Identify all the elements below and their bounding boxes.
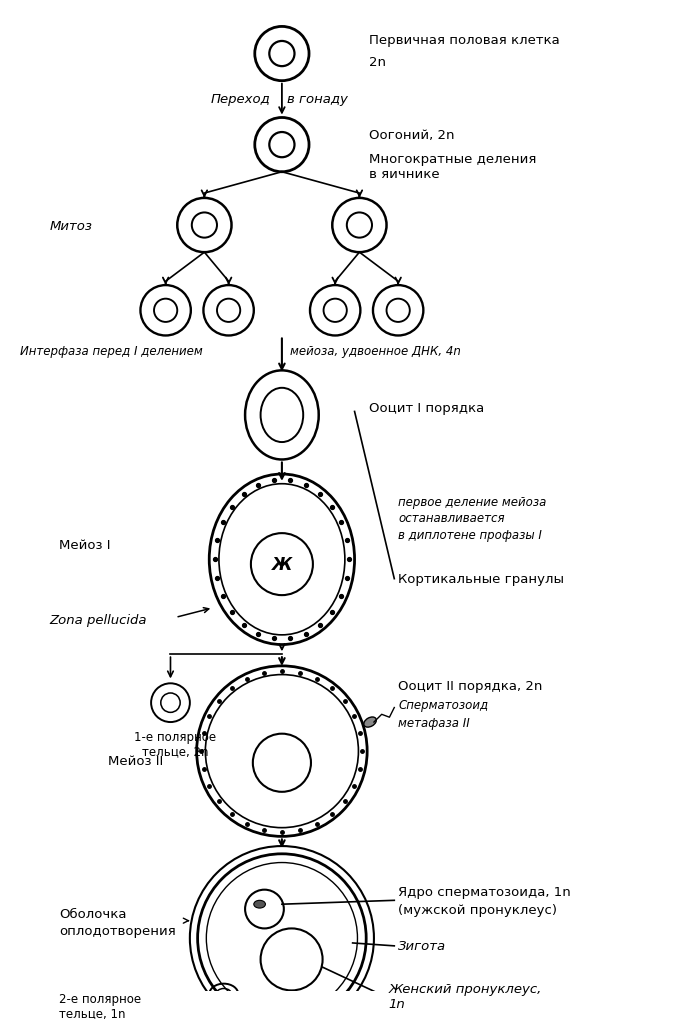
Text: 2n: 2n xyxy=(369,56,386,68)
Text: 2-е полярное: 2-е полярное xyxy=(59,991,141,1005)
Text: Zona pellucida: Zona pellucida xyxy=(49,613,147,627)
Text: тельце, 2n: тельце, 2n xyxy=(142,745,209,758)
Text: (мужской пронуклеус): (мужской пронуклеус) xyxy=(398,903,557,916)
Text: Митоз: Митоз xyxy=(49,219,92,232)
Text: Женский пронуклеус,: Женский пронуклеус, xyxy=(389,982,542,995)
Text: останавливается: останавливается xyxy=(398,512,505,525)
Text: Ж: Ж xyxy=(271,555,292,574)
Text: Сперматозоид: Сперматозоид xyxy=(398,698,488,711)
Text: Ооцит II порядка, 2n: Ооцит II порядка, 2n xyxy=(398,679,543,692)
Text: Кортикальные гранулы: Кортикальные гранулы xyxy=(398,573,564,586)
Text: Мейоз II: Мейоз II xyxy=(108,754,163,767)
Text: Ооцит I порядка: Ооцит I порядка xyxy=(369,401,484,415)
Text: в яичнике: в яичнике xyxy=(369,168,440,181)
Text: 1-е полярное: 1-е полярное xyxy=(134,731,216,743)
Text: оплодотворения: оплодотворения xyxy=(59,924,176,936)
Text: 1n: 1n xyxy=(389,998,405,1011)
Text: Многократные деления: Многократные деления xyxy=(369,153,537,165)
Text: Интерфаза перед I делением: Интерфаза перед I делением xyxy=(20,345,203,358)
Text: Переход: Переход xyxy=(211,93,270,106)
Text: Мейоз I: Мейоз I xyxy=(59,539,110,551)
Text: первое деление мейоза: первое деление мейоза xyxy=(398,495,546,508)
Text: Зигота: Зигота xyxy=(398,940,446,953)
Ellipse shape xyxy=(364,717,376,728)
Text: Оболочка: Оболочка xyxy=(59,908,127,920)
Text: Ядро сперматозоида, 1n: Ядро сперматозоида, 1n xyxy=(398,886,571,898)
Text: в диплотене профазы I: в диплотене профазы I xyxy=(398,528,542,541)
Text: Первичная половая клетка: Первичная половая клетка xyxy=(369,35,560,48)
Ellipse shape xyxy=(254,901,265,908)
Text: в гонаду: в гонаду xyxy=(286,93,348,106)
Text: мейоза, удвоенное ДНК, 4n: мейоза, удвоенное ДНК, 4n xyxy=(290,345,460,358)
Text: Оогоний, 2n: Оогоний, 2n xyxy=(369,129,455,143)
Text: метафаза II: метафаза II xyxy=(398,716,470,729)
Text: тельце, 1n: тельце, 1n xyxy=(59,1006,125,1019)
